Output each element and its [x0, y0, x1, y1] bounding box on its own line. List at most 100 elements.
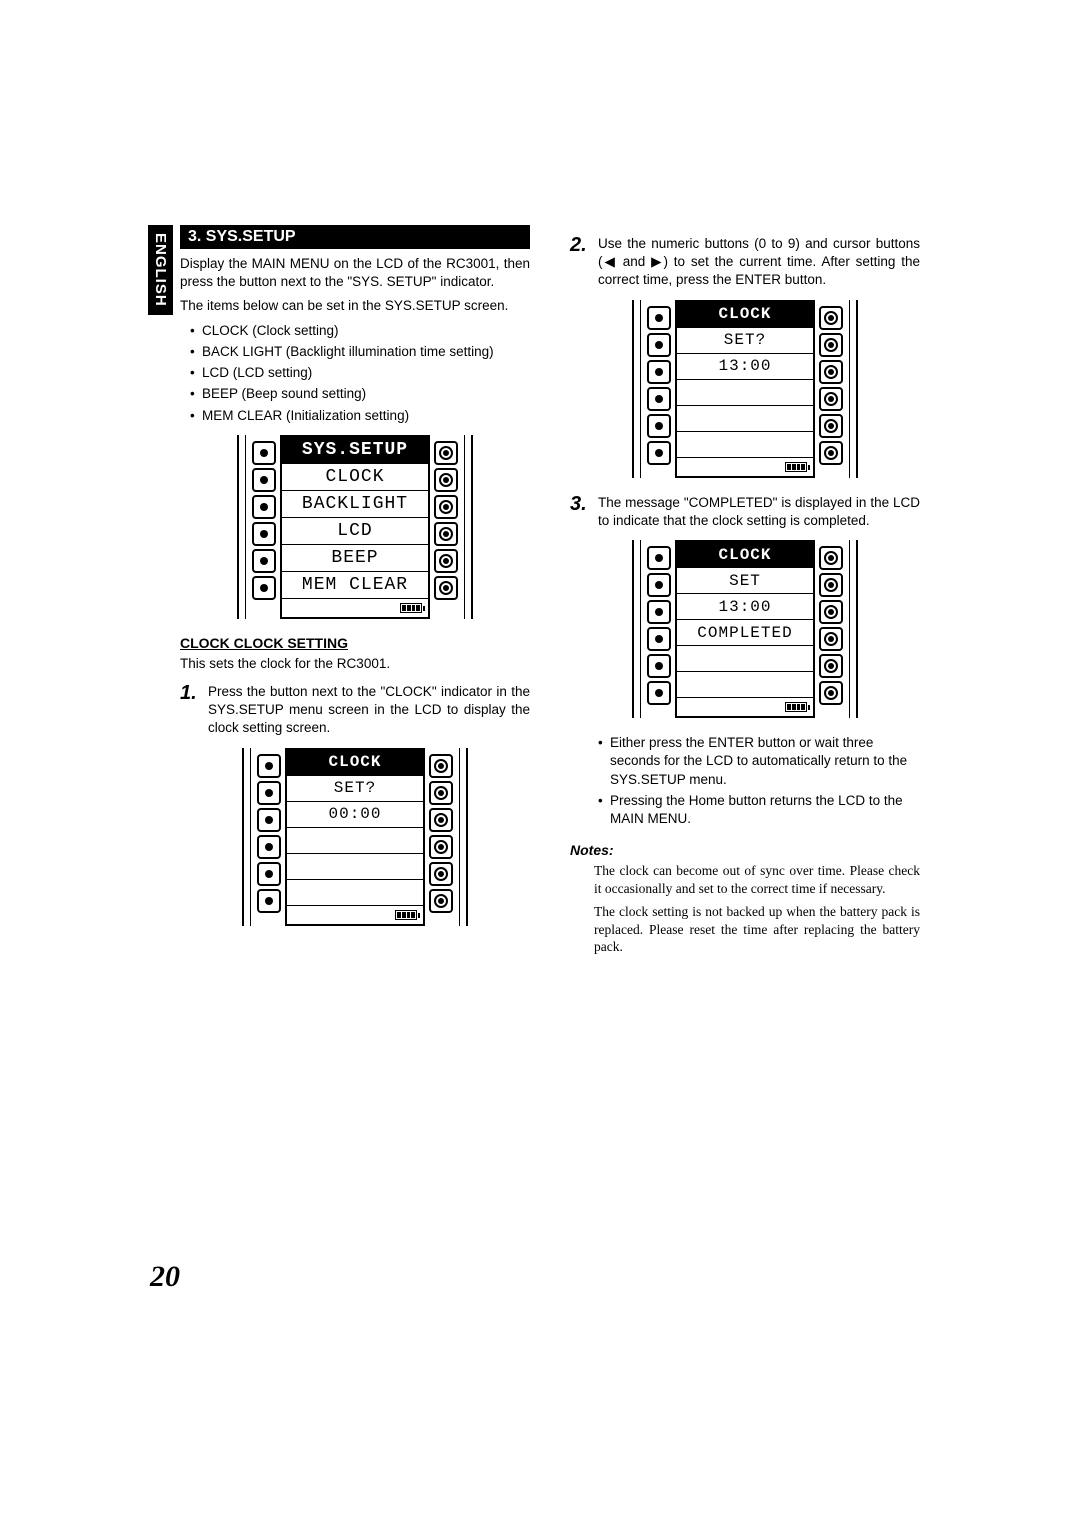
step-number: 3. — [570, 494, 598, 530]
clock-intro: This sets the clock for the RC3001. — [180, 655, 530, 673]
button-ring-icon — [824, 659, 838, 673]
side-button — [647, 306, 671, 330]
step-number: 1. — [180, 683, 208, 738]
right-button-column — [819, 300, 843, 478]
lcd-row: CLOCK — [677, 542, 813, 568]
side-button — [252, 468, 276, 492]
side-button — [252, 495, 276, 519]
side-button — [434, 576, 458, 600]
side-button — [819, 546, 843, 570]
clock-subheading: CLOCK CLOCK SETTING — [180, 635, 530, 651]
button-ring-icon — [824, 338, 838, 352]
note-text: The clock setting is not backed up when … — [594, 903, 920, 956]
side-button — [429, 781, 453, 805]
button-ring-icon — [439, 527, 453, 541]
device-rail — [849, 540, 850, 718]
lcd-row: SYS.SETUP — [282, 437, 428, 464]
button-ring-icon — [434, 786, 448, 800]
left-button-column — [252, 435, 276, 619]
side-button — [252, 441, 276, 465]
list-item: BACK LIGHT (Backlight illumination time … — [190, 343, 530, 361]
side-button — [434, 522, 458, 546]
side-button — [252, 549, 276, 573]
side-button — [429, 862, 453, 886]
lcd-diagram-clock2: CLOCK SET? 13:00 — [570, 300, 920, 478]
button-ring-icon — [434, 894, 448, 908]
device-rail — [466, 748, 468, 926]
lcd-row: MEM CLEAR — [282, 572, 428, 599]
device-rail — [640, 540, 641, 718]
right-button-column — [434, 435, 458, 619]
section-heading: 3. SYS.SETUP — [180, 225, 530, 249]
button-ring-icon — [824, 578, 838, 592]
setup-items-list: CLOCK (Clock setting) BACK LIGHT (Backli… — [190, 322, 530, 425]
button-dot-icon — [655, 422, 663, 430]
side-button — [429, 889, 453, 913]
lcd-diagram-clock1: CLOCK SET? 00:00 — [180, 748, 530, 926]
button-ring-icon — [824, 365, 838, 379]
button-dot-icon — [655, 581, 663, 589]
side-button — [647, 600, 671, 624]
side-button — [647, 387, 671, 411]
side-button — [819, 627, 843, 651]
lcd-row — [677, 406, 813, 432]
lcd-row: 13:00 — [677, 594, 813, 620]
lcd-diagram-syssetup: SYS.SETUP CLOCK BACKLIGHT LCD BEEP MEM C… — [180, 435, 530, 619]
page-number: 20 — [150, 1260, 180, 1294]
lcd-row — [677, 380, 813, 406]
button-dot-icon — [655, 368, 663, 376]
device-rail — [632, 540, 634, 718]
button-ring-icon — [824, 686, 838, 700]
list-item: BEEP (Beep sound setting) — [190, 385, 530, 403]
step-text: Use the numeric buttons (0 to 9) and cur… — [598, 235, 920, 290]
lcd-screen: CLOCK SET 13:00 COMPLETED — [675, 540, 815, 718]
device-rail — [245, 435, 246, 619]
side-button — [257, 862, 281, 886]
lcd-footer — [677, 698, 813, 716]
right-button-column — [819, 540, 843, 718]
left-button-column — [647, 540, 671, 718]
side-button — [819, 681, 843, 705]
lcd-row: CLOCK — [287, 750, 423, 776]
button-dot-icon — [655, 689, 663, 697]
lcd-footer — [282, 599, 428, 617]
side-button — [819, 414, 843, 438]
device-rail — [242, 748, 244, 926]
list-item: CLOCK (Clock setting) — [190, 322, 530, 340]
button-dot-icon — [260, 476, 268, 484]
button-ring-icon — [824, 311, 838, 325]
lcd-screen: CLOCK SET? 00:00 — [285, 748, 425, 926]
side-button — [647, 573, 671, 597]
button-dot-icon — [655, 449, 663, 457]
button-dot-icon — [655, 395, 663, 403]
side-button — [429, 754, 453, 778]
battery-icon — [395, 910, 417, 920]
battery-icon — [785, 462, 807, 472]
step-3: 3. The message "COMPLETED" is displayed … — [570, 494, 920, 530]
list-item: LCD (LCD setting) — [190, 364, 530, 382]
side-button — [257, 889, 281, 913]
device-rail — [632, 300, 634, 478]
button-ring-icon — [824, 392, 838, 406]
button-ring-icon — [439, 473, 453, 487]
button-ring-icon — [439, 446, 453, 460]
button-dot-icon — [260, 557, 268, 565]
device-rail — [856, 540, 858, 718]
button-dot-icon — [655, 314, 663, 322]
post-steps-list: Either press the ENTER button or wait th… — [598, 734, 920, 828]
side-button — [257, 781, 281, 805]
button-ring-icon — [434, 759, 448, 773]
button-dot-icon — [655, 608, 663, 616]
side-button — [819, 654, 843, 678]
lcd-footer — [677, 458, 813, 476]
side-button — [819, 600, 843, 624]
lcd-row — [677, 432, 813, 458]
lcd-row: CLOCK — [282, 464, 428, 491]
lcd-row: LCD — [282, 518, 428, 545]
lcd-footer — [287, 906, 423, 924]
lcd-row: BACKLIGHT — [282, 491, 428, 518]
device-rail — [464, 435, 465, 619]
button-ring-icon — [434, 813, 448, 827]
notes-heading: Notes: — [570, 842, 920, 858]
device-rail — [856, 300, 858, 478]
